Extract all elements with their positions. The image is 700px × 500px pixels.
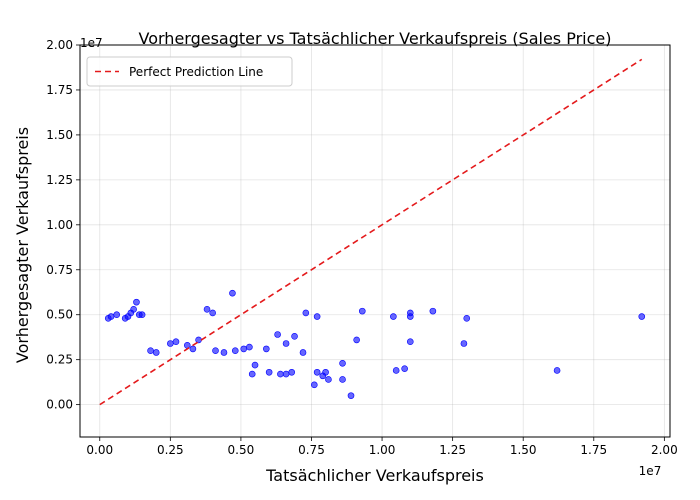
data-point <box>195 336 202 344</box>
chart-title: Vorhergesagter vs Tatsächlicher Verkaufs… <box>139 29 612 48</box>
data-point <box>152 349 160 356</box>
data-point <box>133 298 140 306</box>
data-point <box>231 347 239 354</box>
data-point <box>302 309 310 317</box>
data-point <box>212 347 219 354</box>
data-point <box>274 331 281 338</box>
perfect-prediction-line <box>99 58 643 406</box>
data-point <box>291 333 298 340</box>
x-axis-ticks: 0.00 0.25 0.50 0.75 1.00 1.25 1.50 1.75 2.00 <box>86 437 678 457</box>
legend-box <box>86 56 293 87</box>
data-point <box>325 376 332 383</box>
y-tick-label: 0.50 <box>46 308 73 322</box>
y-tick-label: 0.25 <box>46 353 73 367</box>
data-point <box>313 313 321 320</box>
data-point <box>406 309 414 317</box>
x-tick-label: 1.00 <box>369 443 396 457</box>
y-offset-label: 1e7 <box>80 36 103 50</box>
y-tick-label: 0.00 <box>46 398 73 412</box>
x-offset-label: 1e7 <box>639 464 662 478</box>
y-tick-label: 0.75 <box>46 263 73 277</box>
data-point <box>339 359 346 367</box>
x-tick-label: 2.00 <box>651 443 678 457</box>
data-point <box>390 313 397 320</box>
data-point <box>553 367 561 374</box>
x-tick-label: 0.75 <box>298 443 325 457</box>
data-point <box>429 307 437 315</box>
x-tick-label: 0.25 <box>157 443 184 457</box>
data-point <box>172 338 180 345</box>
y-axis-label: Vorhergesagter Verkaufspreis <box>13 127 32 363</box>
data-point <box>240 345 248 353</box>
x-tick-label: 1.75 <box>580 443 607 457</box>
x-tick-label: 0.00 <box>86 443 113 457</box>
x-tick-label: 0.50 <box>228 443 255 457</box>
data-points <box>104 289 646 399</box>
x-tick-label: 1.25 <box>439 443 466 457</box>
data-point <box>127 309 135 317</box>
data-point <box>299 349 307 356</box>
data-point <box>104 315 112 322</box>
data-point <box>460 340 468 347</box>
data-point <box>282 340 290 347</box>
data-point <box>121 315 129 322</box>
data-point <box>220 349 228 356</box>
x-axis-label: Tatsächlicher Verkaufspreis <box>265 466 484 485</box>
data-point <box>322 368 329 376</box>
data-point <box>246 343 253 351</box>
data-point <box>209 309 216 317</box>
data-point <box>265 368 273 376</box>
y-axis-ticks: 0.00 0.25 0.50 0.75 1.00 1.25 1.50 1.75 2.00 <box>46 38 80 412</box>
data-point <box>392 367 400 374</box>
y-tick-label: 2.00 <box>46 38 73 52</box>
plot-frame <box>79 44 671 438</box>
legend: Perfect Prediction Line <box>86 56 293 87</box>
data-point <box>113 311 120 319</box>
data-point <box>358 307 366 315</box>
data-point <box>167 340 174 347</box>
data-point <box>463 315 471 322</box>
y-tick-label: 1.75 <box>46 83 73 97</box>
y-tick-label: 1.25 <box>46 173 73 187</box>
data-point <box>147 347 154 354</box>
data-point <box>263 345 270 353</box>
y-tick-label: 1.50 <box>46 128 73 142</box>
data-point <box>353 336 360 344</box>
data-point <box>401 365 408 372</box>
data-point <box>282 370 290 378</box>
data-point <box>203 306 211 313</box>
data-point <box>313 368 321 376</box>
x-tick-label: 1.50 <box>510 443 537 457</box>
data-point <box>339 376 346 383</box>
grid <box>80 44 670 437</box>
data-point <box>183 341 191 349</box>
data-point <box>311 381 318 389</box>
data-point <box>406 338 414 345</box>
data-point <box>638 313 646 320</box>
data-point <box>248 370 256 378</box>
data-point <box>229 289 236 297</box>
data-point <box>251 361 259 369</box>
data-point <box>288 368 296 376</box>
data-point <box>347 392 355 399</box>
data-point <box>138 311 146 319</box>
data-point <box>189 345 197 353</box>
data-point <box>277 370 284 378</box>
y-tick-label: 1.00 <box>46 218 73 232</box>
legend-entry: Perfect Prediction Line <box>129 65 263 79</box>
